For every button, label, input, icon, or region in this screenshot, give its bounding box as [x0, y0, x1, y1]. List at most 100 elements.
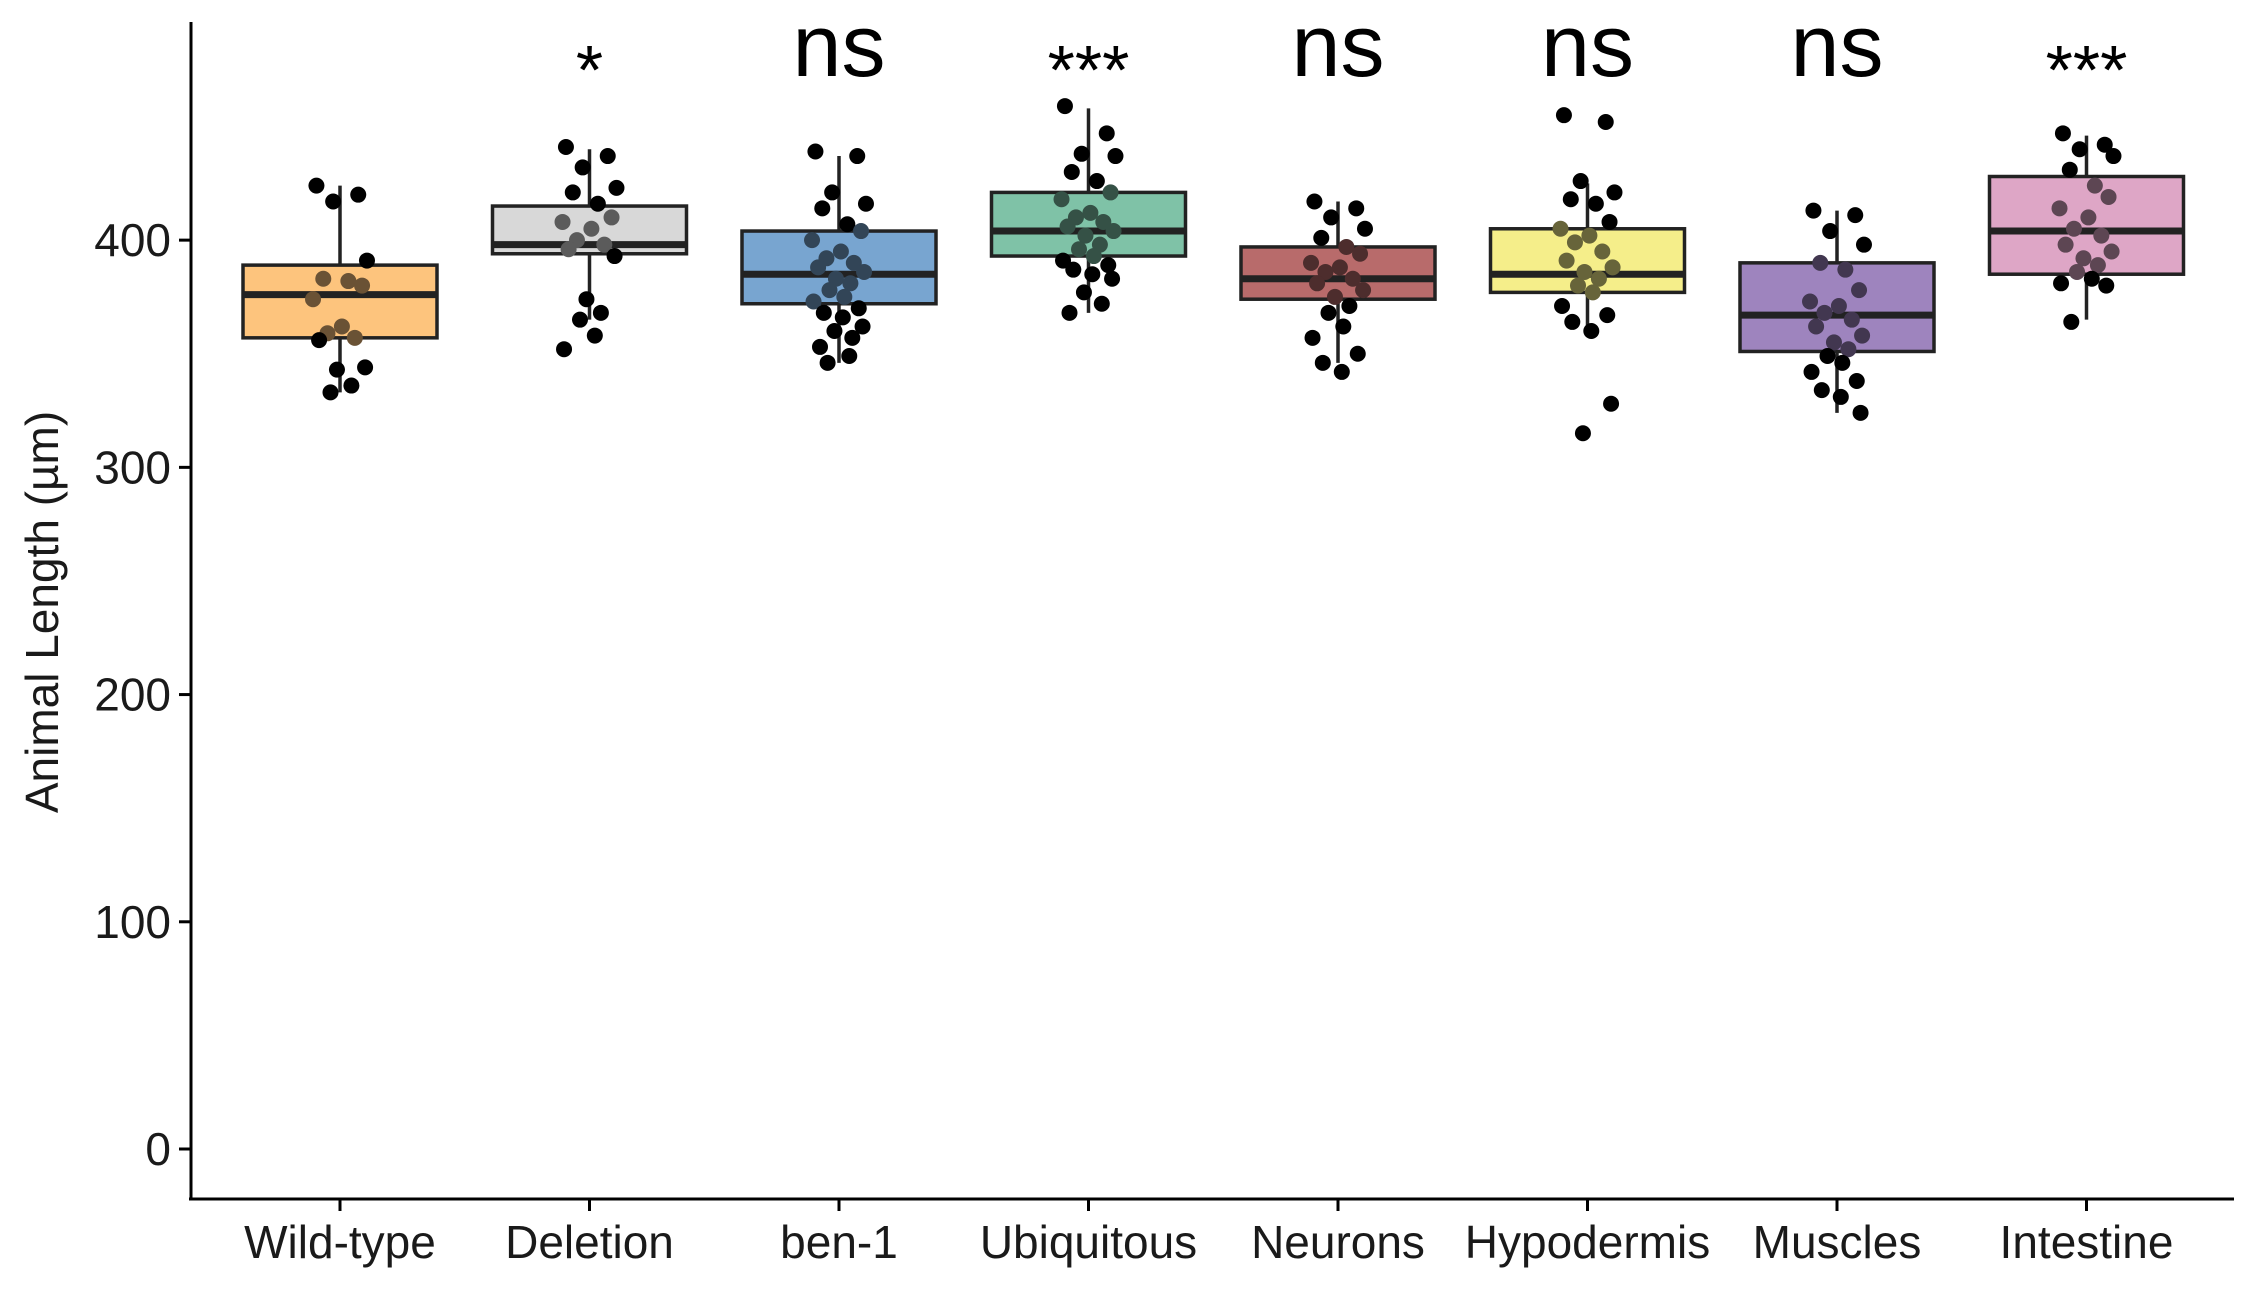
data-point — [1819, 348, 1836, 365]
data-point — [554, 213, 571, 230]
data-point — [574, 159, 591, 176]
data-point — [854, 318, 871, 335]
data-point — [1344, 270, 1361, 287]
data-point — [2069, 263, 2085, 280]
box — [989, 190, 1188, 258]
data-point — [1059, 218, 1076, 235]
data-point — [1107, 148, 1124, 165]
data-point — [1601, 213, 1618, 230]
data-point — [578, 291, 595, 308]
data-point — [812, 338, 828, 355]
data-point — [834, 309, 851, 326]
data-point — [1552, 220, 1569, 237]
data-point — [1583, 323, 1600, 340]
data-point — [807, 143, 824, 160]
data-point — [1832, 388, 1849, 405]
data-point — [333, 318, 350, 335]
data-point — [1581, 227, 1598, 244]
data-point — [1808, 318, 1825, 335]
x-axis-ticks: Wild-type Deletion ben-1 Ubiquitous Neurons H… — [244, 1199, 2173, 1268]
data-point — [357, 359, 374, 376]
data-point — [839, 216, 856, 233]
data-point — [1105, 223, 1122, 240]
y-tick-label: 0 — [145, 1123, 171, 1175]
data-point — [599, 148, 616, 165]
data-point — [305, 291, 322, 308]
data-point — [1851, 282, 1868, 299]
data-point — [1572, 173, 1589, 190]
data-point — [2054, 125, 2071, 142]
x-tick-label: Deletion — [505, 1216, 674, 1268]
data-point — [1341, 298, 1358, 315]
data-point — [1825, 334, 1842, 351]
y-axis-ticks: 0 100 200 300 400 — [94, 214, 191, 1175]
data-point — [1562, 191, 1579, 208]
data-point — [557, 138, 574, 155]
data-point — [1314, 354, 1331, 371]
data-point — [560, 241, 577, 258]
data-point — [589, 195, 606, 212]
data-point — [1084, 266, 1101, 283]
data-point — [1303, 254, 1320, 271]
data-point — [1349, 345, 1366, 362]
data-point — [308, 177, 325, 194]
data-point — [1355, 282, 1372, 299]
data-point — [583, 220, 600, 237]
data-point — [311, 332, 328, 349]
data-point — [1348, 200, 1365, 217]
x-tick-label: Neurons — [1251, 1216, 1425, 1268]
data-point — [1313, 229, 1330, 246]
data-point — [844, 329, 861, 346]
data-point — [1834, 354, 1851, 371]
data-point — [836, 288, 853, 305]
data-point — [2071, 141, 2088, 158]
box — [241, 263, 439, 340]
y-tick-label: 200 — [94, 669, 171, 721]
data-point — [596, 236, 613, 253]
data-point — [1065, 261, 1082, 278]
data-point — [2093, 227, 2110, 244]
y-tick-label: 400 — [94, 214, 171, 266]
x-tick-label: Wild-type — [244, 1216, 436, 1268]
data-point — [1085, 248, 1102, 265]
data-point — [853, 223, 870, 240]
data-point — [821, 282, 838, 299]
data-point — [1073, 145, 1090, 162]
data-point — [1603, 395, 1620, 412]
data-point — [1071, 241, 1087, 258]
data-point — [824, 184, 841, 201]
data-point — [1077, 227, 1094, 244]
data-point — [2051, 200, 2068, 217]
x-tick-label: Ubiquitous — [980, 1216, 1197, 1268]
data-point — [322, 384, 339, 401]
data-point — [1847, 207, 1864, 224]
data-point — [815, 304, 832, 321]
data-point — [315, 270, 332, 287]
x-tick-label: Hypodermis — [1465, 1216, 1710, 1268]
x-tick-label: ben-1 — [780, 1216, 898, 1268]
data-point — [2105, 148, 2122, 165]
box-group: ns — [1738, 0, 1936, 421]
data-point — [1075, 284, 1092, 301]
data-point — [1309, 275, 1326, 292]
data-point — [1055, 252, 1072, 269]
data-point — [2061, 161, 2078, 178]
data-point — [608, 179, 625, 196]
data-point — [2086, 177, 2103, 194]
data-point — [1599, 307, 1616, 324]
y-tick-label: 300 — [94, 441, 171, 493]
data-point — [1554, 298, 1571, 315]
data-point — [1304, 329, 1321, 346]
data-point — [2096, 136, 2113, 153]
data-point — [350, 186, 367, 203]
data-point — [1098, 125, 1115, 142]
data-point — [1082, 204, 1099, 221]
data-point — [814, 200, 831, 217]
significance-label: *** — [2046, 31, 2128, 109]
data-point — [1597, 113, 1614, 130]
data-point — [1061, 304, 1078, 321]
x-tick-label: Intestine — [2000, 1216, 2174, 1268]
data-point — [1338, 238, 1355, 255]
data-point — [2089, 257, 2106, 274]
